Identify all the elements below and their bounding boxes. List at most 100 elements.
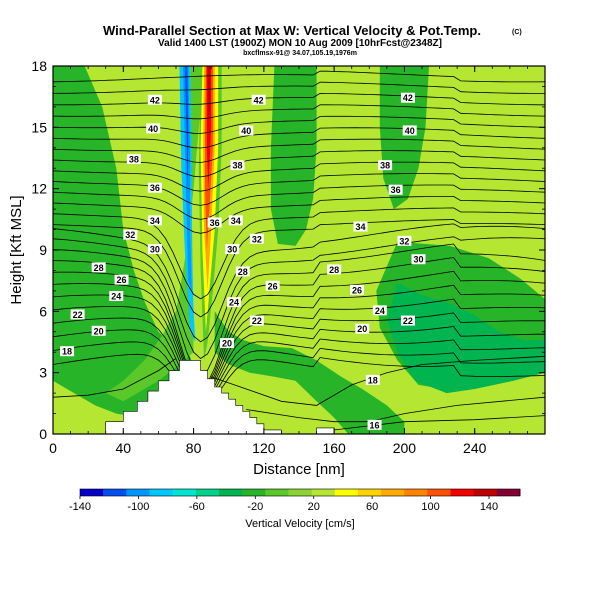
contour-label-bg [367,419,382,430]
velocity-region-10 [184,66,189,189]
contour-label: 34 [150,216,160,226]
contour-label: 30 [413,255,423,265]
contour-label: 34 [355,222,365,232]
contour-label-bg [400,315,415,326]
contour-label: 38 [232,161,242,171]
theta-contour-13 [53,207,545,300]
contour-label-bg [365,374,380,385]
contour-label: 30 [150,245,160,255]
colorbar-swatch [288,489,313,496]
contour-label-bg [123,229,138,240]
theta-contour-11 [53,223,545,343]
colorbar-swatch [126,489,150,496]
colorbar-frame [79,488,521,497]
contour-label: 24 [229,298,239,308]
velocity-region-6 [386,282,545,394]
contour-label-bg [251,94,266,105]
theta-contour-14 [53,196,545,234]
chart-title-mark: (C) [512,29,522,36]
velocity-region-3 [270,66,317,246]
colorbar-label: Vertical Velocity [cm/s] [245,518,354,530]
theta-contour-20 [53,127,545,149]
colorbar-swatch [265,489,289,496]
contour-label-bg [147,94,162,105]
theta-contour-10 [53,236,545,360]
contour-label: 32 [125,230,135,240]
colorbar-tick-label: -60 [189,501,205,513]
contour-label: 32 [252,234,262,244]
contour-label: 42 [254,95,264,105]
theta-contour-25 [53,70,545,83]
contour-label: 18 [62,347,72,357]
theta-contour-17 [53,161,545,192]
contour-label: 22 [73,310,83,320]
contour-label: 26 [352,285,362,295]
contour-label: 18 [368,375,378,385]
y-tick-label: 12 [31,181,47,197]
contour-label: 36 [391,185,401,195]
velocity-fill-layer [53,66,545,434]
y-tick-label: 0 [39,426,47,442]
x-tick-label: 40 [115,440,131,456]
contour-label-layer: 42 42 42 40 40 40 38 38 38 36 36 34 36 34 34 32 32 32 30 30… [60,92,426,430]
contour-label-bg [147,215,162,226]
colorbar-swatch [218,489,243,496]
theta-contour-7 [53,270,545,391]
contour-label: 40 [148,124,158,134]
colorbar-tick-label: 140 [480,501,498,513]
theta-contour-low-3 [316,415,545,433]
contour-label-bg [378,160,393,171]
contour-label: 20 [222,339,232,349]
contour-label: 42 [150,95,160,105]
theta-contour-5 [53,294,545,395]
colorbar-swatch [496,489,521,496]
colorbar-tick-label: -140 [69,501,91,513]
theta-contour-3 [53,317,545,400]
contour-label-bg [355,323,370,334]
theta-contour-16 [53,173,545,206]
colorbar-swatch [473,489,498,496]
theta-contour-low-1 [210,355,545,406]
contour-label-bg [265,280,280,291]
contour-label-bg [388,184,403,195]
contour-label-bg [400,92,415,103]
contour-label-bg [239,125,254,136]
colorbar-tick-label: 60 [366,501,378,513]
theta-contour-6 [53,283,545,393]
contour-label: 40 [405,126,415,136]
theta-contour-19 [53,138,545,163]
theta-contour-21 [53,115,545,134]
chart-subtitle: Valid 1400 LST (1900Z) MON 10 Aug 2009 [… [158,38,442,49]
theta-contour-2 [53,329,545,403]
x-tick-label: 160 [322,440,346,456]
contour-label-bg [109,291,124,302]
colorbar-swatch [149,489,174,496]
theta-contour-8 [53,257,545,389]
contour-label-bg [225,244,240,254]
y-tick-label: 15 [31,119,47,135]
colorbar-tick-label: 20 [308,501,320,513]
colorbar-swatch [357,489,382,496]
contour-label-bg [226,297,241,308]
x-tick-label: 120 [252,440,276,456]
x-tick-label: 0 [49,440,57,456]
contour-label-bg [228,215,243,226]
velocity-region-16 [207,66,211,124]
theta-contour-9 [53,243,545,376]
theta-contour-low-0 [53,358,177,398]
contour-label-bg [353,221,368,232]
colorbar-swatch [404,489,428,496]
contour-label-bg [372,305,387,316]
velocity-region-1 [105,66,201,402]
colorbar-swatch [450,489,475,496]
contour-label: 42 [403,93,413,103]
x-tick-label: 240 [463,440,487,456]
theta-contour-23 [53,92,545,106]
contour-label-bg [91,262,106,273]
y-tick-label: 3 [39,365,47,381]
contour-label-bg [219,338,234,349]
theta-contour-1 [53,341,545,406]
theta-contour-22 [53,104,545,120]
